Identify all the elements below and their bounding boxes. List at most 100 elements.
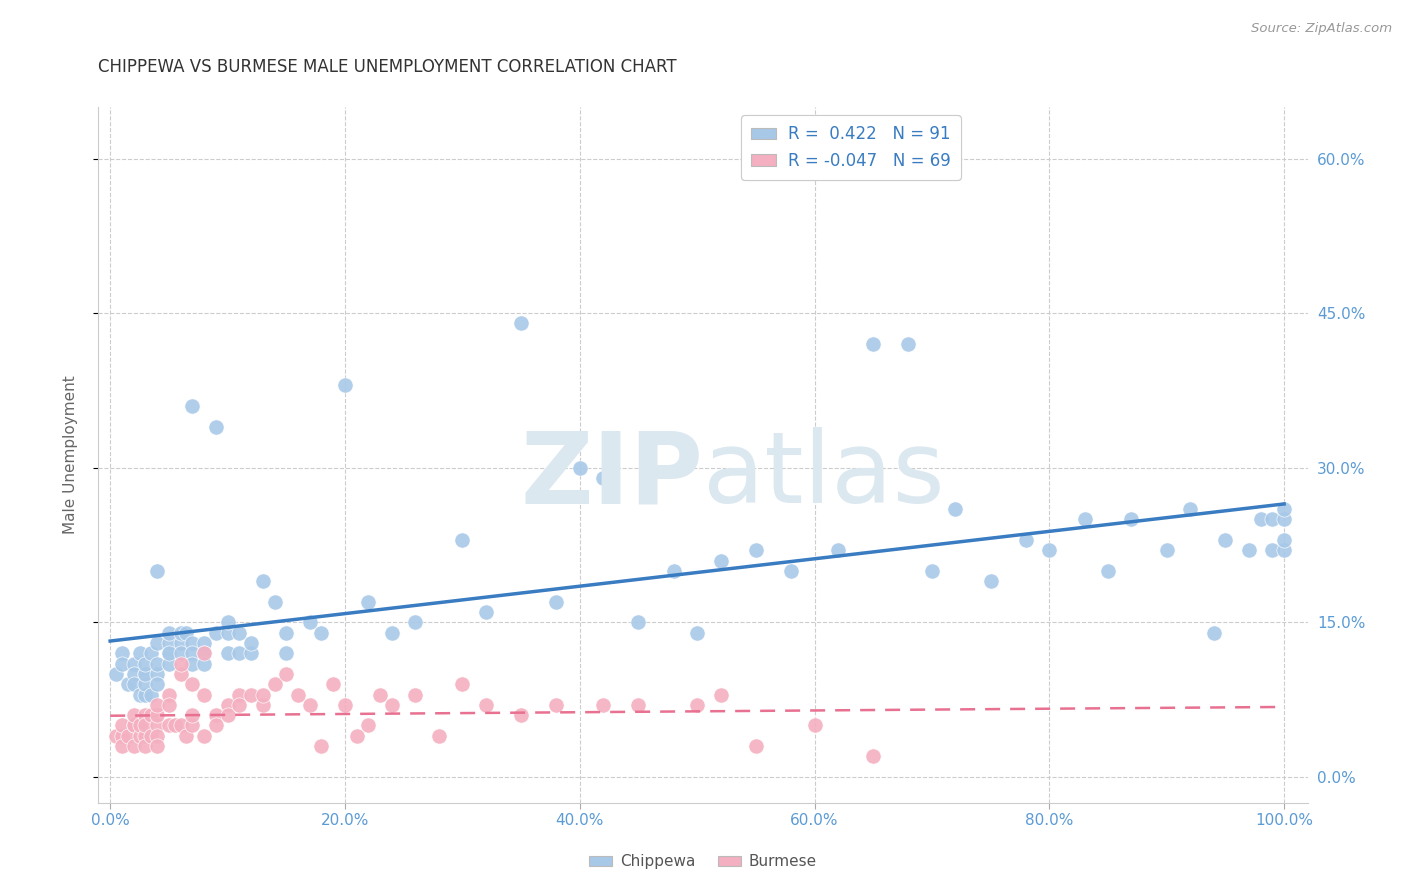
Point bbox=[146, 636, 169, 650]
Point bbox=[217, 625, 239, 640]
Point bbox=[333, 698, 356, 712]
Point bbox=[1156, 543, 1178, 558]
Point bbox=[311, 625, 333, 640]
Point bbox=[169, 718, 191, 732]
Point bbox=[710, 553, 733, 567]
Point bbox=[1015, 533, 1038, 547]
Point bbox=[181, 718, 204, 732]
Point bbox=[427, 729, 450, 743]
Point bbox=[252, 688, 274, 702]
Point bbox=[193, 646, 215, 660]
Point bbox=[217, 698, 239, 712]
Point bbox=[240, 636, 263, 650]
Point bbox=[357, 718, 380, 732]
Point bbox=[117, 677, 139, 691]
Point bbox=[745, 739, 768, 753]
Point bbox=[176, 625, 198, 640]
Point bbox=[157, 636, 180, 650]
Point bbox=[134, 667, 156, 681]
Point bbox=[451, 677, 474, 691]
Point bbox=[134, 688, 156, 702]
Point bbox=[228, 698, 250, 712]
Text: atlas: atlas bbox=[703, 427, 945, 524]
Text: ZIP: ZIP bbox=[520, 427, 703, 524]
Text: CHIPPEWA VS BURMESE MALE UNEMPLOYMENT CORRELATION CHART: CHIPPEWA VS BURMESE MALE UNEMPLOYMENT CO… bbox=[98, 58, 678, 76]
Point bbox=[1215, 533, 1237, 547]
Point bbox=[827, 543, 849, 558]
Point bbox=[157, 625, 180, 640]
Point bbox=[193, 688, 215, 702]
Point bbox=[1121, 512, 1143, 526]
Point bbox=[105, 667, 128, 681]
Point bbox=[134, 708, 156, 723]
Point bbox=[146, 729, 169, 743]
Point bbox=[1272, 502, 1295, 516]
Point bbox=[157, 657, 180, 671]
Point bbox=[404, 615, 426, 630]
Point bbox=[111, 657, 134, 671]
Point bbox=[193, 646, 215, 660]
Point bbox=[193, 636, 215, 650]
Point bbox=[568, 460, 591, 475]
Point bbox=[134, 729, 156, 743]
Point bbox=[228, 646, 250, 660]
Point bbox=[111, 739, 134, 753]
Point bbox=[128, 729, 150, 743]
Point bbox=[627, 698, 650, 712]
Point bbox=[1202, 625, 1225, 640]
Point bbox=[146, 708, 169, 723]
Point bbox=[122, 718, 145, 732]
Point bbox=[322, 677, 344, 691]
Point bbox=[122, 657, 145, 671]
Point bbox=[128, 646, 150, 660]
Point bbox=[169, 625, 191, 640]
Point bbox=[157, 688, 180, 702]
Point bbox=[710, 688, 733, 702]
Point bbox=[122, 708, 145, 723]
Point bbox=[217, 646, 239, 660]
Point bbox=[193, 729, 215, 743]
Point bbox=[217, 615, 239, 630]
Point bbox=[111, 718, 134, 732]
Point bbox=[169, 667, 191, 681]
Point bbox=[134, 739, 156, 753]
Point bbox=[1097, 564, 1119, 578]
Point bbox=[146, 657, 169, 671]
Point bbox=[921, 564, 943, 578]
Point bbox=[1038, 543, 1060, 558]
Point bbox=[627, 615, 650, 630]
Point bbox=[181, 636, 204, 650]
Point bbox=[897, 337, 920, 351]
Point bbox=[276, 646, 298, 660]
Point bbox=[111, 646, 134, 660]
Point bbox=[163, 718, 186, 732]
Point bbox=[662, 564, 685, 578]
Point bbox=[252, 698, 274, 712]
Point bbox=[546, 698, 568, 712]
Point bbox=[204, 718, 226, 732]
Point bbox=[510, 317, 533, 331]
Point bbox=[686, 698, 709, 712]
Point bbox=[176, 729, 198, 743]
Point bbox=[381, 698, 404, 712]
Point bbox=[157, 646, 180, 660]
Point bbox=[980, 574, 1002, 589]
Point bbox=[146, 739, 169, 753]
Point bbox=[592, 698, 614, 712]
Point bbox=[1237, 543, 1260, 558]
Point bbox=[146, 564, 169, 578]
Point bbox=[276, 625, 298, 640]
Point bbox=[686, 625, 709, 640]
Point bbox=[181, 646, 204, 660]
Point bbox=[157, 646, 180, 660]
Text: Source: ZipAtlas.com: Source: ZipAtlas.com bbox=[1251, 22, 1392, 36]
Point bbox=[111, 729, 134, 743]
Y-axis label: Male Unemployment: Male Unemployment bbox=[63, 376, 77, 534]
Point bbox=[117, 729, 139, 743]
Point bbox=[169, 646, 191, 660]
Point bbox=[169, 636, 191, 650]
Point bbox=[404, 688, 426, 702]
Point bbox=[240, 688, 263, 702]
Point bbox=[146, 667, 169, 681]
Point bbox=[346, 729, 368, 743]
